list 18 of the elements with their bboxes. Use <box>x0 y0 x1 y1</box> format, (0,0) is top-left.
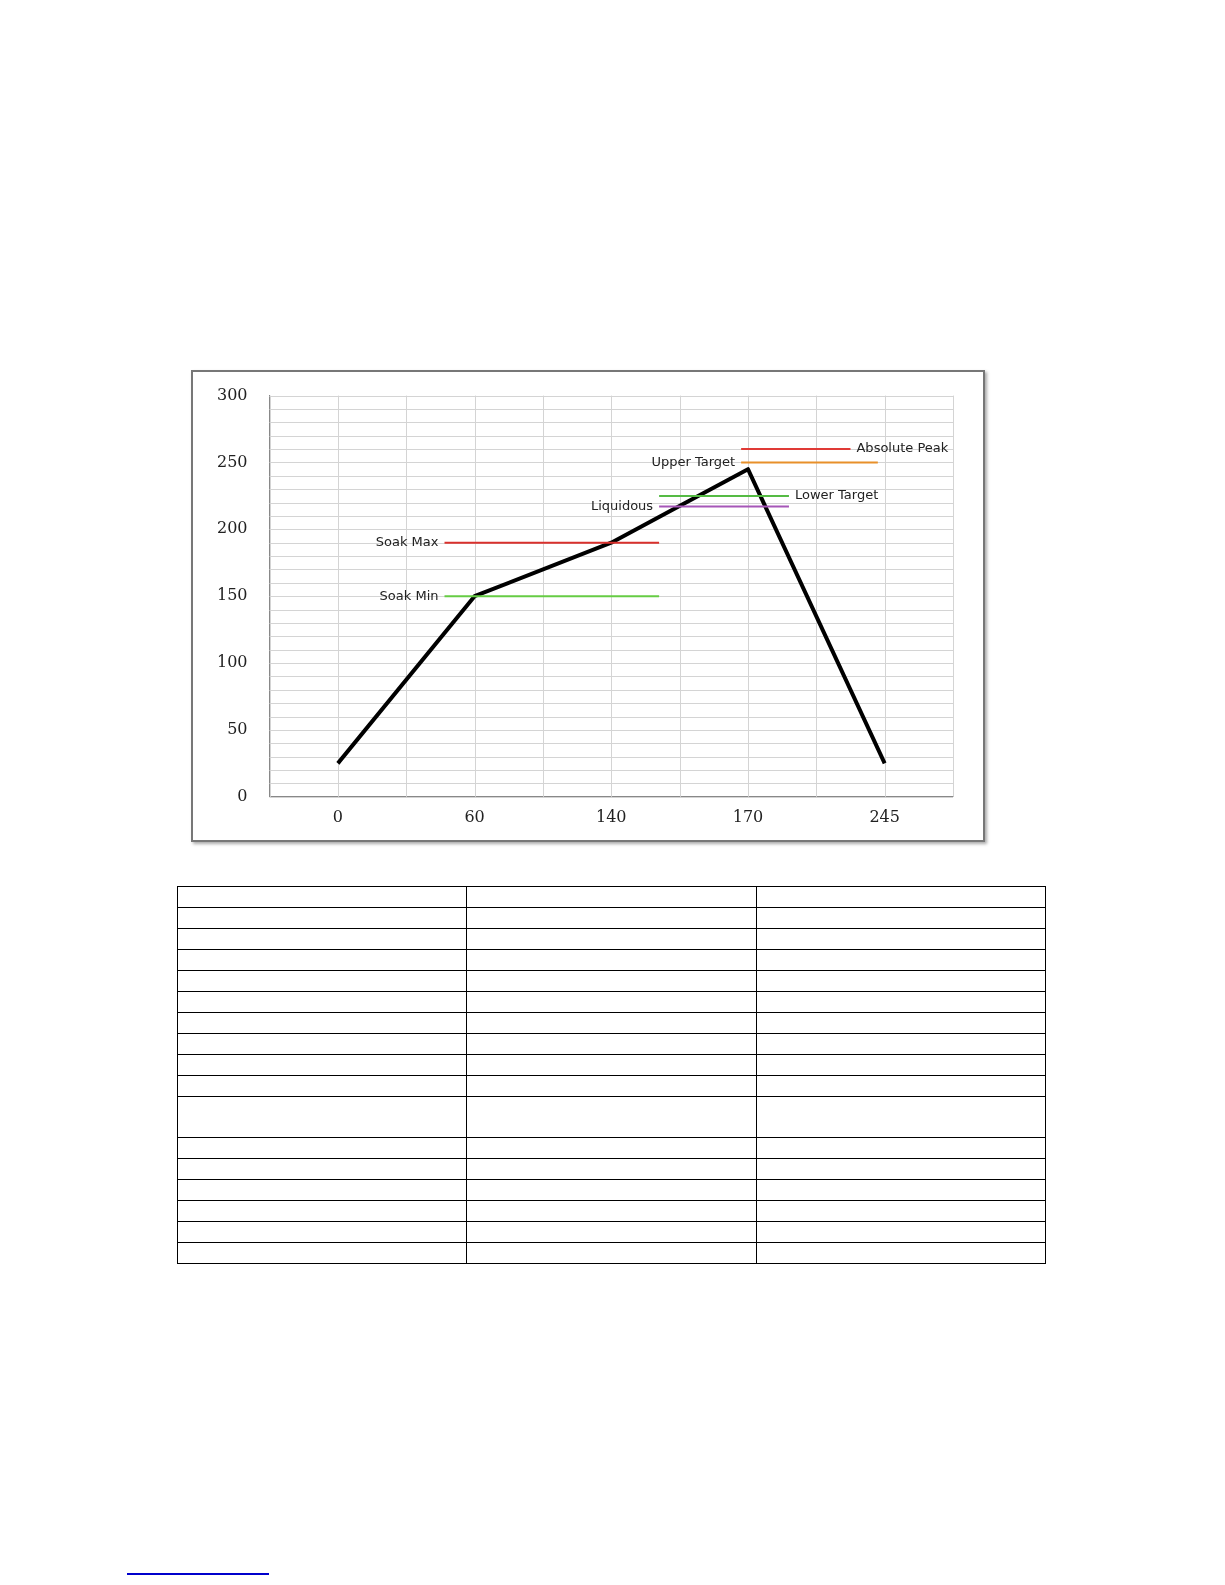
y-tick-label: 100 <box>216 652 248 672</box>
y-tick-label: 0 <box>237 785 248 805</box>
y-tick-label: 300 <box>216 384 248 404</box>
ref-line-label: Upper Target <box>651 453 736 469</box>
y-tick-label: 250 <box>216 451 248 471</box>
y-tick-label: 50 <box>227 719 248 739</box>
x-tick-label: 170 <box>732 806 764 826</box>
y-tick-label: 200 <box>216 518 248 538</box>
x-tick-label: 140 <box>596 806 627 826</box>
ref-line-label: Absolute Peak <box>856 440 949 456</box>
ref-line-label: Lower Target <box>794 487 879 503</box>
x-tick-label: 0 <box>332 806 343 826</box>
ref-line-label: Soak Max <box>375 534 439 550</box>
x-tick-label: 245 <box>869 806 900 826</box>
ref-line-label: Soak Min <box>379 587 439 603</box>
ref-line-label: Liquidous <box>590 497 654 513</box>
y-tick-label: 150 <box>216 585 248 605</box>
x-tick-label: 60 <box>464 806 485 826</box>
